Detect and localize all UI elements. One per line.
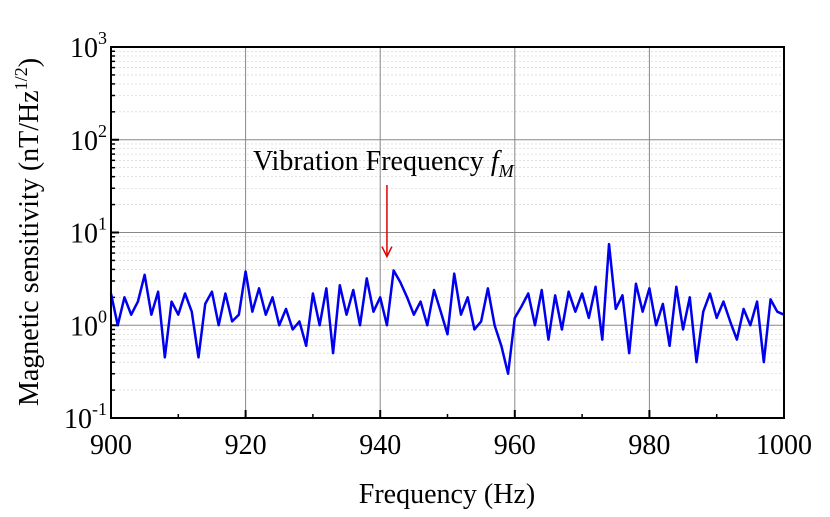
plot-frame [110, 46, 785, 419]
data-line [109, 242, 785, 375]
annotation: Vibration Frequency fM [253, 146, 515, 181]
y-tick-base: 10 [70, 219, 98, 250]
y-tick-base: 10 [70, 311, 98, 342]
x-tick-label: 960 [494, 430, 536, 461]
x-tick-label: 940 [359, 430, 401, 461]
y-tick-exponent: 3 [98, 28, 107, 48]
annotation-subscript: M [498, 161, 515, 181]
x-tick-label: 980 [628, 430, 670, 461]
x-tick-label: 1000 [756, 430, 812, 461]
x-tick-label: 920 [225, 430, 267, 461]
annotation-text: Vibration Frequency [253, 146, 491, 177]
y-tick-exponent: 2 [98, 121, 107, 141]
annotation-symbol: f [491, 146, 502, 177]
y-axis-label-text: Magnetic sensitivity (nT/Hz [14, 90, 45, 406]
y-tick-base: 10 [64, 404, 92, 435]
y-tick-label: 102 [70, 121, 107, 157]
y-tick-exponent: 1 [98, 214, 107, 234]
y-tick-label: 101 [70, 214, 107, 250]
x-tick-label: 900 [90, 430, 132, 461]
y-tick-exponent: 0 [98, 306, 107, 326]
y-tick-label: 10-1 [64, 399, 107, 435]
y-axis-label-sup: 1/2 [11, 67, 31, 90]
y-tick-label: 100 [70, 306, 107, 342]
x-axis-label: Frequency (Hz) [359, 479, 535, 510]
y-tick-base: 10 [70, 33, 98, 64]
y-tick-exponent: -1 [92, 399, 107, 419]
y-tick-base: 10 [70, 126, 98, 157]
y-axis-label-end: ) [14, 58, 45, 67]
annotation-arrowhead [381, 246, 393, 259]
y-tick-label: 103 [70, 28, 107, 64]
y-axis-label: Magnetic sensitivity (nT/Hz1/2) [11, 58, 45, 406]
